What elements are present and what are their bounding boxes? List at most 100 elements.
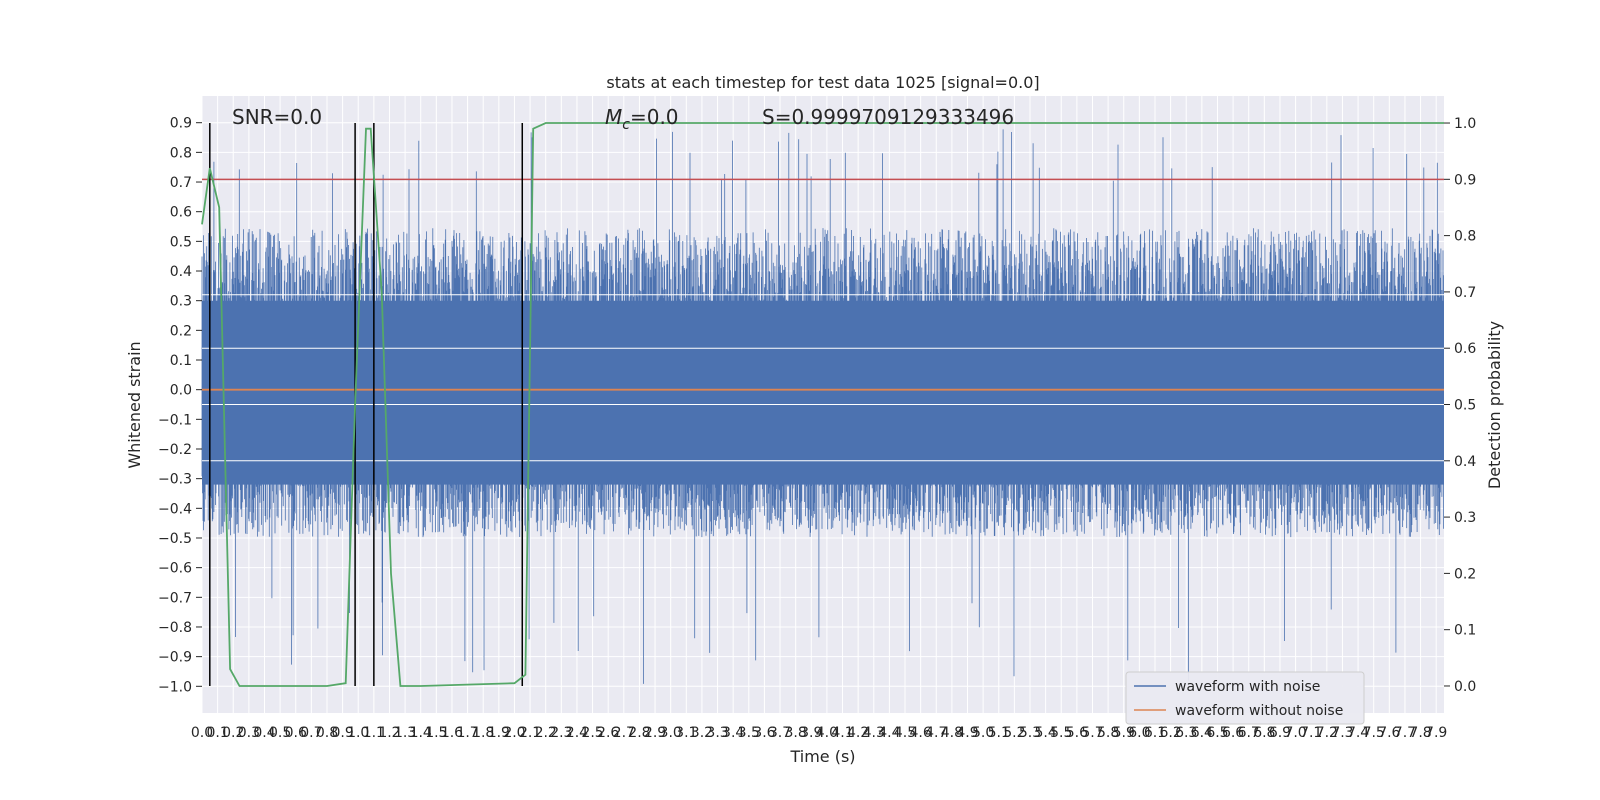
x-tick-label-50: 5.0 [972,725,994,741]
y-tick-label-1: 0.8 [170,145,192,161]
y-tick-label-6: 0.3 [170,294,192,310]
x-tick-label-22: 2.2 [535,725,557,741]
x-tick-label-11: 1.1 [363,725,385,741]
x-tick-label-68: 6.8 [1253,725,1275,741]
x-tick-label-49: 4.9 [956,725,978,741]
x-axis-label: Time (s) [789,747,855,766]
x-tick-label-3: 0.3 [238,725,260,741]
y-tick-label-7: 0.2 [170,323,192,339]
x-axis-ticks: 0.00.10.20.30.40.50.60.70.80.91.01.11.21… [191,725,1447,741]
x-tick-label-28: 2.8 [628,725,650,741]
x-tick-label-75: 7.5 [1363,725,1385,741]
y2-tick-label-2: 0.8 [1454,229,1476,245]
x-tick-label-70: 7.0 [1284,725,1306,741]
x-tick-label-7: 0.7 [300,725,322,741]
chirp-mass-value: =0.0 [630,105,679,129]
x-tick-label-33: 3.3 [706,725,728,741]
x-tick-label-48: 4.8 [941,725,963,741]
y-tick-label-18: −0.9 [158,650,192,666]
y-tick-label-11: −0.2 [158,442,192,458]
x-tick-label-61: 6.1 [1144,725,1166,741]
y-tick-label-3: 0.6 [170,205,192,221]
noise-waveform-core [202,300,1444,485]
y-tick-label-9: 0.0 [170,383,192,399]
detection-probability-line [201,122,1444,687]
y2-tick-label-3: 0.7 [1454,285,1476,301]
x-tick-label-73: 7.3 [1331,725,1353,741]
x-tick-label-21: 2.1 [519,725,541,741]
y2-tick-label-7: 0.3 [1454,510,1476,526]
x-tick-label-36: 3.6 [753,725,775,741]
x-tick-label-29: 2.9 [644,725,666,741]
y-tick-label-16: −0.7 [158,590,192,606]
y-tick-label-2: 0.7 [170,175,192,191]
x-tick-label-12: 1.2 [378,725,400,741]
x-tick-label-71: 7.1 [1300,725,1322,741]
x-tick-label-44: 4.4 [878,725,900,741]
x-tick-label-38: 3.8 [785,725,807,741]
x-tick-label-35: 3.5 [738,725,760,741]
x-tick-label-53: 5.3 [1019,725,1041,741]
x-tick-label-79: 7.9 [1425,725,1447,741]
x-tick-label-8: 0.8 [316,725,338,741]
x-tick-label-13: 1.3 [394,725,416,741]
legend-entry-noise: waveform with noise [1175,679,1320,695]
x-tick-label-34: 3.4 [722,725,744,741]
x-tick-label-77: 7.7 [1394,725,1416,741]
x-tick-label-24: 2.4 [566,725,588,741]
chart-title: stats at each timestep for test data 102… [606,73,1039,92]
x-tick-label-23: 2.3 [550,725,572,741]
x-tick-label-76: 7.6 [1378,725,1400,741]
x-tick-label-32: 3.2 [691,725,713,741]
x-tick-label-17: 1.7 [456,725,478,741]
y-tick-label-4: 0.5 [170,234,192,250]
y2-tick-label-0: 1.0 [1454,116,1476,132]
x-tick-label-64: 6.4 [1191,725,1213,741]
x-tick-label-47: 4.7 [925,725,947,741]
x-tick-label-58: 5.8 [1097,725,1119,741]
x-tick-label-60: 6.0 [1128,725,1150,741]
overlay-lines [201,122,1444,687]
legend-box [1125,671,1365,725]
statistic-annotation: S=0.9999709129333496 [762,105,1014,129]
x-tick-label-74: 7.4 [1347,725,1369,741]
x-tick-label-31: 3.1 [675,725,697,741]
x-tick-label-43: 4.3 [863,725,885,741]
x-tick-label-63: 6.3 [1175,725,1197,741]
x-tick-label-2: 0.2 [222,725,244,741]
x-tick-label-4: 0.4 [253,725,275,741]
x-tick-label-27: 2.7 [613,725,635,741]
x-tick-label-16: 1.6 [441,725,463,741]
y-tick-label-8: 0.1 [170,353,192,369]
chirp-mass-annotation: Mc=0.0 [605,105,679,133]
y-tick-label-0: 0.9 [170,116,192,132]
y2-tick-label-9: 0.1 [1454,623,1476,639]
y-tick-label-12: −0.3 [158,472,192,488]
y-tick-label-13: −0.4 [158,501,192,517]
x-tick-label-1: 0.1 [206,725,228,741]
y2-tick-label-6: 0.4 [1454,454,1476,470]
snr-annotation: SNR=0.0 [232,105,322,129]
y2-axis-ticks: 1.0 0.9 0.8 0.7 0.6 0.5 0.4 0.3 0.2 0.1 0.0 [1444,116,1476,695]
y-tick-label-19: −1.0 [158,679,192,695]
y2-tick-label-5: 0.5 [1454,398,1476,414]
x-tick-label-30: 3.0 [660,725,682,741]
x-tick-label-57: 5.7 [1081,725,1103,741]
legend-entry-clean: waveform without noise [1175,703,1343,719]
x-tick-label-62: 6.2 [1159,725,1181,741]
x-tick-label-51: 5.1 [988,725,1010,741]
x-tick-label-54: 5.4 [1034,725,1056,741]
x-tick-label-26: 2.6 [597,725,619,741]
y-tick-label-17: −0.8 [158,620,192,636]
x-tick-label-39: 3.9 [800,725,822,741]
x-tick-label-65: 6.5 [1206,725,1228,741]
y-tick-label-10: −0.1 [158,412,192,428]
x-tick-label-56: 5.6 [1066,725,1088,741]
x-tick-label-72: 7.2 [1316,725,1338,741]
x-tick-label-52: 5.2 [1003,725,1025,741]
y-tick-label-14: −0.5 [158,531,192,547]
waveform-with-noise-series [201,129,1444,684]
y-tick-label-15: −0.6 [158,561,192,577]
x-tick-label-5: 0.5 [269,725,291,741]
